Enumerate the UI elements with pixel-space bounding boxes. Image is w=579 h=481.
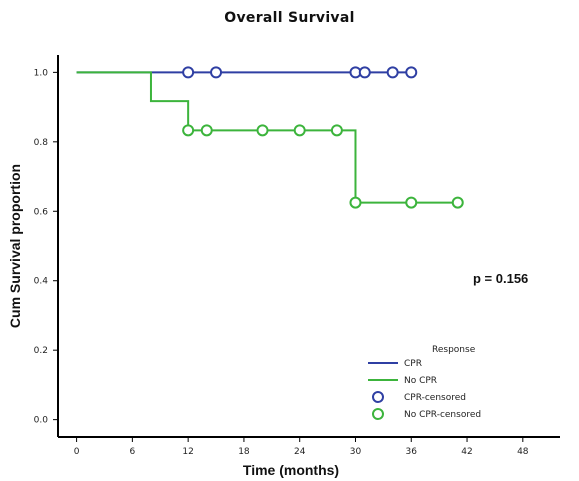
axis-ticks: 0 6 12 18 24 30 36 42 48 0.0 0.2 0.4 0.6 0.8 1.0 bbox=[34, 68, 529, 457]
x-tick-label: 6 bbox=[130, 447, 136, 457]
chart-title: Overall Survival bbox=[224, 10, 355, 26]
y-tick-label: 0.6 bbox=[34, 207, 49, 217]
x-tick-label: 30 bbox=[350, 447, 362, 457]
censor-mark bbox=[256, 124, 269, 137]
censor-mark bbox=[293, 124, 306, 137]
legend-label: No CPR-censored bbox=[404, 410, 481, 420]
x-tick-label: 18 bbox=[238, 447, 250, 457]
censor-mark bbox=[349, 196, 362, 209]
censor-mark bbox=[451, 196, 464, 209]
y-tick-label: 0.8 bbox=[34, 138, 49, 148]
legend-label: CPR-censored bbox=[404, 393, 466, 403]
legend-symbol-circle bbox=[372, 391, 384, 403]
censor-mark bbox=[330, 124, 343, 137]
x-tick-label: 24 bbox=[294, 447, 306, 457]
x-tick-label: 42 bbox=[461, 447, 472, 457]
y-tick-label: 1.0 bbox=[34, 68, 49, 78]
x-axis-title: Time (months) bbox=[243, 462, 339, 478]
x-tick-label: 12 bbox=[182, 447, 193, 457]
axes bbox=[57, 55, 560, 438]
legend-title: Response bbox=[432, 345, 476, 355]
series-lines bbox=[76, 71, 458, 204]
legend-label: CPR bbox=[404, 359, 422, 369]
censor-mark bbox=[405, 196, 418, 209]
censor-marks bbox=[182, 66, 464, 209]
y-axis-title: Cum Survival proportion bbox=[7, 164, 23, 328]
series-line-no-cpr bbox=[76, 71, 458, 204]
x-tick-label: 48 bbox=[517, 447, 529, 457]
censor-mark bbox=[182, 124, 195, 137]
y-tick-label: 0.0 bbox=[34, 416, 49, 426]
censor-mark bbox=[405, 66, 418, 79]
censor-mark bbox=[200, 124, 213, 137]
p-value-annotation: p = 0.156 bbox=[473, 271, 528, 286]
y-tick-label: 0.2 bbox=[34, 346, 48, 356]
legend-label: No CPR bbox=[404, 376, 437, 386]
censor-mark bbox=[386, 66, 399, 79]
x-tick-label: 36 bbox=[406, 447, 418, 457]
y-tick-label: 0.4 bbox=[34, 277, 49, 287]
x-tick-label: 0 bbox=[74, 447, 80, 457]
censor-mark bbox=[210, 66, 223, 79]
legend-symbol-circle bbox=[372, 408, 384, 420]
legend: Response CPR No CPR CPR-censored No CPR-cen… bbox=[368, 345, 481, 420]
censor-mark bbox=[182, 66, 195, 79]
censor-mark bbox=[358, 66, 371, 79]
